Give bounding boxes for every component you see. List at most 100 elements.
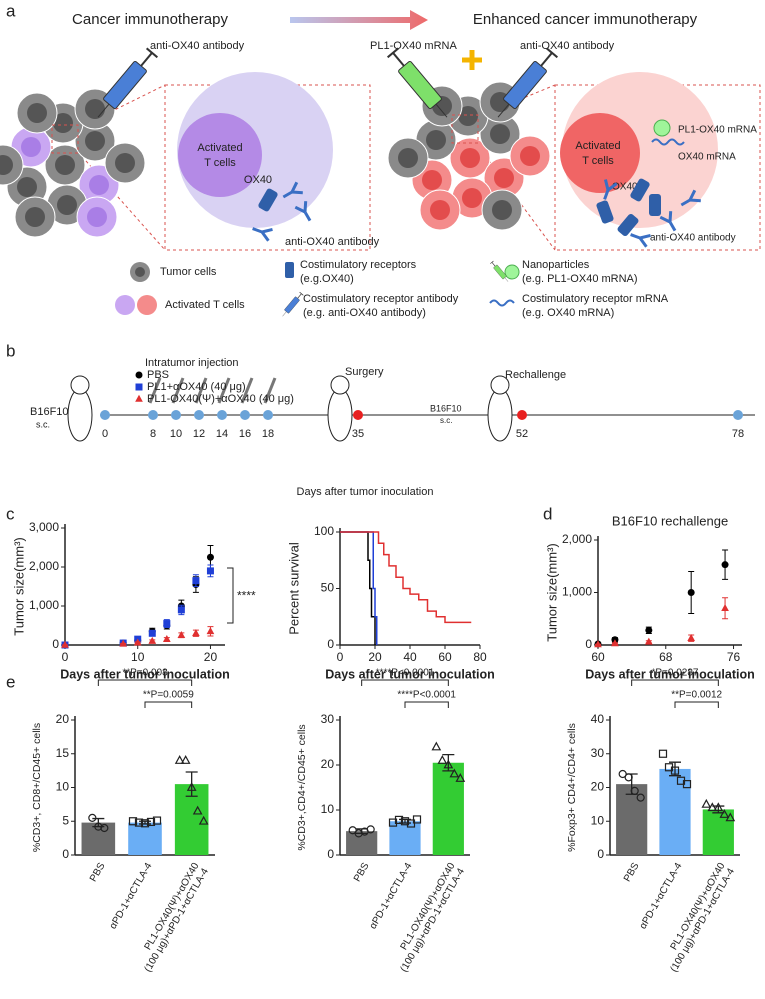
syringe xyxy=(490,260,509,282)
marker xyxy=(140,819,150,828)
marker xyxy=(630,786,639,795)
timeline-heading: Intratumor injection xyxy=(145,357,239,369)
marker xyxy=(162,634,171,642)
marker xyxy=(198,815,209,825)
annotation: **P=0.0059 xyxy=(143,690,194,701)
marker xyxy=(682,780,692,789)
syringe-label: PL1-OX40 mRNA xyxy=(370,40,457,52)
annotation: **** xyxy=(237,589,256,603)
annotation: **P=0.008 xyxy=(122,668,168,679)
y-tick-label: 0 xyxy=(327,847,334,861)
x-tick-label: 0 xyxy=(337,650,344,664)
barrel xyxy=(103,61,147,109)
needle xyxy=(497,103,510,118)
timeline-day: 10 xyxy=(170,428,182,440)
marker xyxy=(645,626,653,634)
timeline-dot xyxy=(263,410,273,420)
syringe xyxy=(386,47,448,118)
plunger-head xyxy=(145,47,159,59)
marker xyxy=(594,640,602,648)
legend-text: Costimulatory receptors xyxy=(300,259,417,271)
survival-curve xyxy=(340,531,472,624)
receptor xyxy=(649,194,661,216)
bar xyxy=(81,822,116,855)
timeline-dot xyxy=(353,410,363,420)
marker xyxy=(366,825,375,834)
timeline-day: 12 xyxy=(193,428,205,440)
marker xyxy=(119,639,128,647)
x-axis-label: Days after tumor inoculation xyxy=(325,667,494,681)
marker xyxy=(94,822,103,831)
x-axis-label: Days after tumor inoculation xyxy=(60,667,229,681)
panel-label: e xyxy=(6,672,15,691)
marker xyxy=(687,589,695,596)
y-tick-label: 30 xyxy=(591,746,605,760)
marker xyxy=(624,773,633,782)
y-tick-label: 10 xyxy=(56,780,70,794)
marker xyxy=(687,633,696,641)
marker xyxy=(437,755,448,764)
marker xyxy=(449,768,460,778)
timeline-day: 78 xyxy=(732,428,744,440)
marker xyxy=(134,818,144,827)
marker xyxy=(146,817,156,827)
marker xyxy=(443,759,454,769)
t-cell-core xyxy=(560,113,640,193)
nucleus xyxy=(490,124,510,144)
cell-label: Activated xyxy=(197,142,242,154)
barrel xyxy=(493,264,507,280)
bar xyxy=(346,831,378,855)
marker xyxy=(388,818,398,827)
plunger xyxy=(392,52,405,67)
x-tick-label: 0 xyxy=(62,650,69,664)
injection xyxy=(217,377,231,404)
x-tick-label: 40 xyxy=(403,650,417,664)
marker xyxy=(394,815,404,825)
antibody xyxy=(282,181,303,199)
legend-icon xyxy=(137,295,157,315)
y-tick-label: 0 xyxy=(585,637,592,651)
bar xyxy=(659,768,691,855)
legend-text: (e.g. OX40 mRNA) xyxy=(522,307,614,319)
arrow xyxy=(290,10,428,30)
annotation: *P=0.0287 xyxy=(652,668,699,679)
timeline-xlabel: Days after tumor inoculation xyxy=(297,486,434,498)
annotation: ****P<0.0001 xyxy=(376,668,435,679)
marker xyxy=(713,802,724,812)
nucleus xyxy=(422,170,442,190)
injection xyxy=(240,377,254,404)
survival-curve xyxy=(340,531,376,645)
plunger-head xyxy=(299,291,304,296)
y-tick-label: 5 xyxy=(62,813,69,827)
marker xyxy=(180,755,191,764)
y-tick-label: 20 xyxy=(591,780,605,794)
plunger-head xyxy=(386,47,400,59)
title: Cancer immunotherapy xyxy=(72,11,228,28)
legend-icon xyxy=(115,295,135,315)
nucleus xyxy=(57,195,77,215)
np-label: PL1-OX40 mRNA xyxy=(678,125,757,136)
receptor-label: OX40 xyxy=(612,182,638,193)
legend-text: (e.g.OX40) xyxy=(300,273,354,285)
nucleus xyxy=(0,155,13,175)
y-tick-label: 0 xyxy=(52,637,59,651)
cell-label: Activated xyxy=(575,140,620,152)
timeline-dot xyxy=(148,410,158,420)
annotation: ****P<0.0001 xyxy=(397,690,456,701)
y-tick-label: 10 xyxy=(321,802,335,816)
marker xyxy=(192,805,203,815)
y-tick-label: 15 xyxy=(56,746,70,760)
syringe-label: anti-OX40 antibody xyxy=(150,40,245,52)
legend-label: PL1-OX40(Ψ)+αOX40 (40 μg) xyxy=(147,393,294,405)
bracket xyxy=(227,567,234,624)
panel-label: a xyxy=(6,1,16,20)
timeline-text: B16F10 xyxy=(30,406,69,418)
legend-icon xyxy=(135,267,145,277)
nucleus xyxy=(520,146,540,166)
bracket xyxy=(97,679,193,686)
marker xyxy=(670,766,680,775)
y-tick-label: 20 xyxy=(321,757,335,771)
nucleus xyxy=(398,148,418,168)
